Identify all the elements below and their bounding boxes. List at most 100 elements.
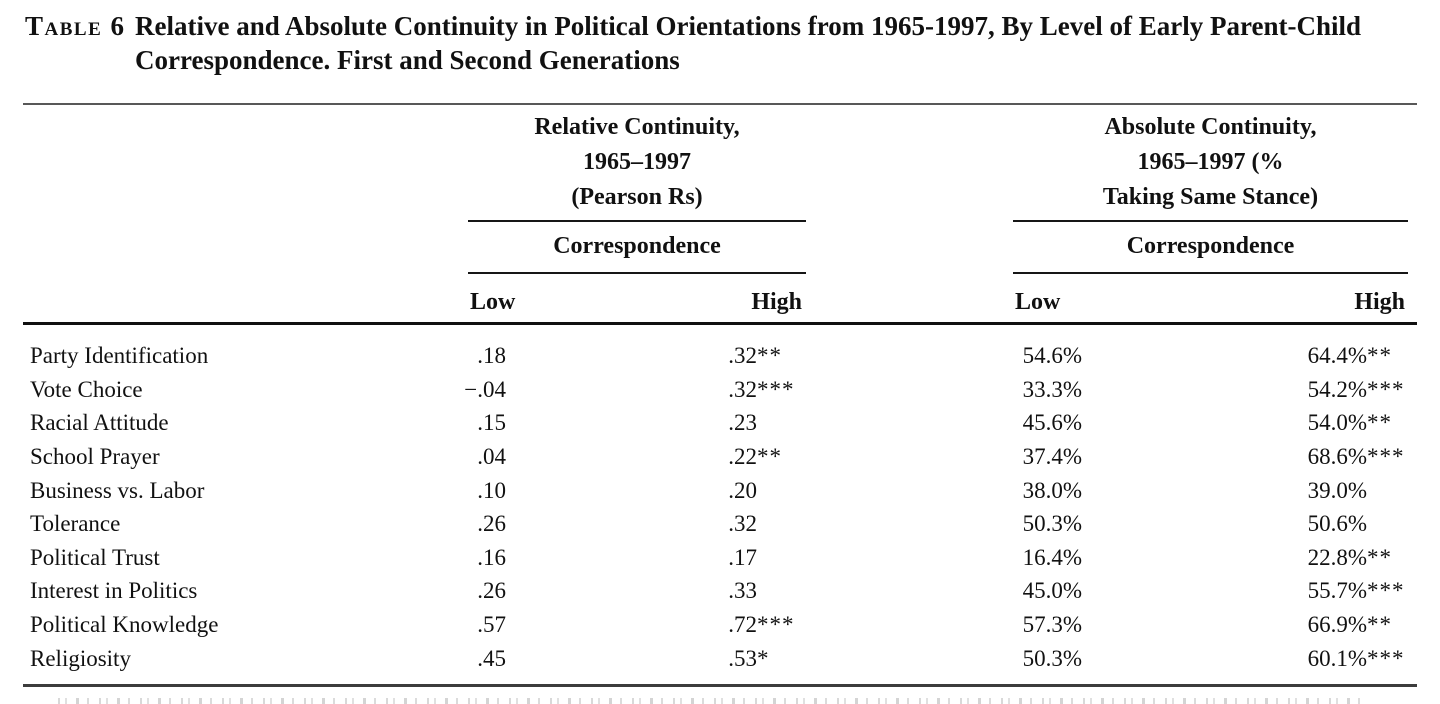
absolute-high-number: 64.4% (1307, 343, 1367, 368)
significance-stars: *** (757, 612, 795, 638)
relative-high-number: .20 (728, 477, 757, 503)
significance-stars: *** (1367, 578, 1405, 604)
absolute-low-value: 37.4% (1022, 443, 1082, 469)
relative-high-value: .72 *** (640, 608, 793, 642)
relative-correspondence-underline (468, 272, 806, 274)
significance-stars: ** (1367, 544, 1392, 570)
relative-high-number: .22 (728, 443, 757, 469)
absolute-header-line-1: Absolute Continuity, (1104, 114, 1317, 140)
relative-high-value: .53 * (640, 642, 768, 676)
significance-stars: *** (1367, 376, 1405, 402)
relative-low-value: .18 (477, 343, 506, 368)
absolute-header-line-3: Taking Same Stance) (1102, 184, 1319, 210)
row-label: School Prayer (30, 443, 160, 469)
clipped-footnote-fragment (58, 698, 1370, 704)
row-label: Racial Attitude (30, 410, 169, 436)
relative-low-value: .57 (477, 612, 506, 638)
relative-low-value: .15 (477, 410, 506, 436)
absolute-high-number: 60.1% (1307, 645, 1367, 671)
row-label: Political Knowledge (30, 612, 219, 638)
relative-correspondence-subheader: Correspondence (553, 233, 721, 259)
relative-header-underline (468, 220, 806, 222)
significance-stars: ** (1367, 410, 1392, 436)
relative-low-value: −.04 (464, 376, 506, 402)
significance-stars: * (757, 645, 770, 671)
absolute-high-value: 66.9% ** (1235, 608, 1391, 642)
relative-high-number: .32 (728, 376, 757, 402)
row-label: Business vs. Labor (30, 477, 205, 503)
table-row: Racial Attitude .15 .23 45.6% 54.0% ** (0, 406, 1440, 440)
absolute-high-number: 54.2% (1307, 376, 1367, 402)
relative-high-value: .32 (640, 507, 757, 541)
table-row: Business vs. Labor .10 .20 38.0% 39.0% (0, 474, 1440, 508)
row-label: Political Trust (30, 544, 160, 570)
relative-high-number: .32 (728, 511, 757, 537)
table-title: Relative and Absolute Continuity in Poli… (135, 11, 1361, 75)
table-row: Political Knowledge .57 .72 *** 57.3% 66.… (0, 608, 1440, 642)
row-label: Vote Choice (30, 376, 143, 402)
absolute-high-number: 50.6% (1307, 511, 1367, 537)
row-label: Party Identification (30, 343, 209, 368)
absolute-high-number: 66.9% (1307, 612, 1367, 638)
absolute-header-underline (1013, 220, 1408, 222)
absolute-low-value: 33.3% (1022, 376, 1082, 402)
relative-high-column-header: High (751, 289, 802, 315)
table-row: Vote Choice −.04 .32 *** 33.3% 54.2% *** (0, 373, 1440, 407)
table-top-rule (23, 103, 1417, 105)
row-label: Religiosity (30, 645, 131, 671)
absolute-high-column-header: High (1354, 289, 1405, 315)
absolute-high-value: 54.0% ** (1235, 406, 1391, 440)
relative-high-value: .20 (640, 474, 757, 508)
relative-low-value: .26 (477, 511, 506, 537)
relative-header-line-1: Relative Continuity, (534, 114, 740, 140)
absolute-high-value: 64.4% ** (1235, 339, 1391, 373)
relative-header-line-3: (Pearson Rs) (571, 184, 703, 210)
absolute-high-value: 54.2% *** (1235, 373, 1404, 407)
absolute-high-value: 60.1% *** (1235, 642, 1404, 676)
absolute-high-value: 55.7% *** (1235, 574, 1404, 608)
absolute-low-value: 16.4% (1022, 544, 1082, 570)
significance-stars: *** (757, 376, 795, 402)
absolute-high-number: 68.6% (1307, 443, 1367, 469)
relative-continuity-header: Relative Continuity, 1965–1997 (Pearson … (468, 110, 806, 215)
absolute-high-number: 22.8% (1307, 544, 1367, 570)
relative-high-number: .33 (728, 578, 757, 604)
relative-high-number: .53 (728, 645, 757, 671)
absolute-low-value: 38.0% (1022, 477, 1082, 503)
relative-high-value: .33 (640, 574, 757, 608)
row-label: Tolerance (30, 511, 121, 537)
significance-stars: ** (757, 443, 782, 469)
absolute-continuity-header: Absolute Continuity, 1965–1997 (% Taking… (1013, 110, 1408, 215)
absolute-correspondence-underline (1013, 272, 1408, 274)
relative-high-value: .17 (640, 541, 757, 575)
absolute-low-value: 57.3% (1022, 612, 1082, 638)
table-row: Party Identification .18 .32 ** 54.6% 64.… (0, 339, 1440, 373)
significance-stars: ** (1367, 343, 1392, 368)
table-bottom-rule (23, 684, 1417, 687)
relative-low-value: .16 (477, 544, 506, 570)
relative-low-value: .26 (477, 578, 506, 604)
absolute-low-value: 45.6% (1022, 410, 1082, 436)
absolute-low-value: 54.6% (1022, 343, 1082, 368)
absolute-correspondence-subheader: Correspondence (1126, 233, 1295, 259)
absolute-high-value: 50.6% (1235, 507, 1367, 541)
absolute-header-line-2: 1965–1997 (% (1137, 149, 1284, 175)
absolute-low-value: 50.3% (1022, 511, 1082, 537)
relative-high-value: .23 (640, 406, 757, 440)
absolute-low-value: 50.3% (1022, 645, 1082, 671)
relative-low-value: .10 (477, 477, 506, 503)
significance-stars: ** (1367, 612, 1392, 638)
absolute-high-number: 54.0% (1307, 410, 1367, 436)
table-body: Party Identification .18 .32 ** 54.6% 64.… (0, 339, 1440, 675)
relative-header-line-2: 1965–1997 (583, 149, 691, 175)
relative-low-value: .45 (477, 645, 506, 671)
relative-high-value: .22 ** (640, 440, 781, 474)
absolute-high-value: 22.8% ** (1235, 541, 1391, 575)
significance-stars: ** (757, 343, 782, 368)
significance-stars: *** (1367, 645, 1405, 671)
table-row: Tolerance .26 .32 50.3% 50.6% (0, 507, 1440, 541)
absolute-high-value: 39.0% (1235, 474, 1367, 508)
absolute-low-column-header: Low (1015, 289, 1061, 315)
absolute-high-number: 39.0% (1307, 477, 1367, 503)
